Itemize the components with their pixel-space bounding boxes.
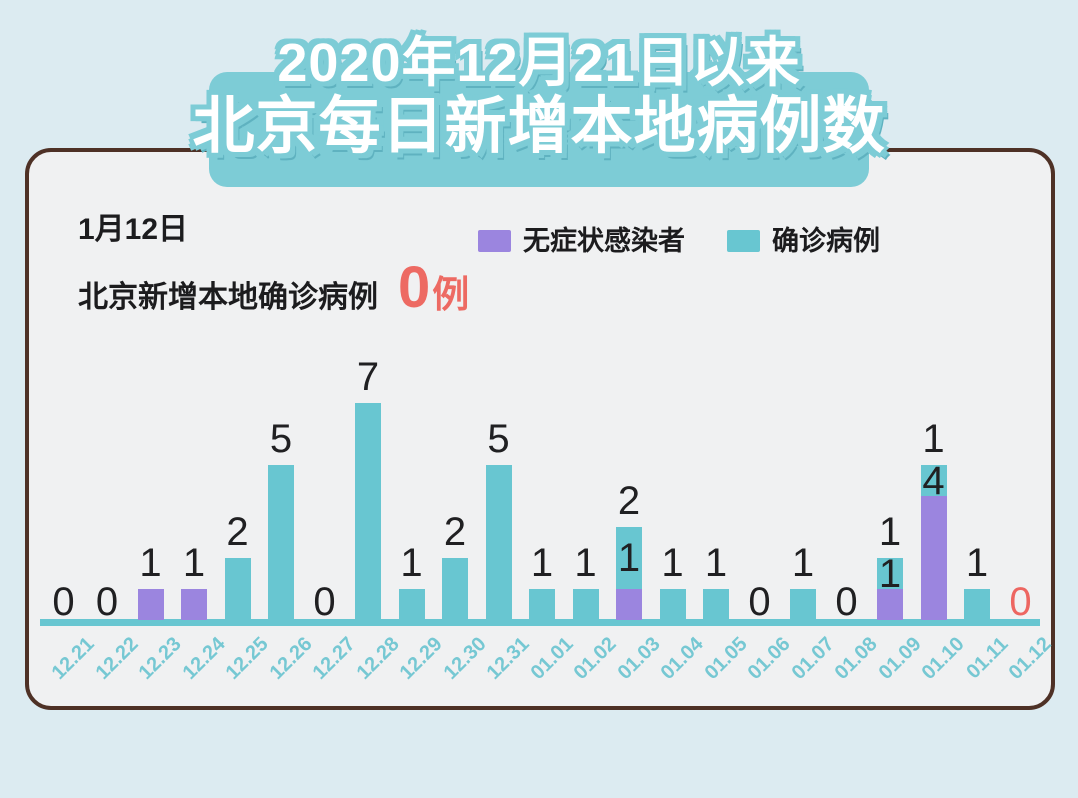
info-row: 北京新增本地确诊病例 0例 [78,254,469,321]
legend-swatch-confirmed [727,230,760,252]
legend-label-asymptomatic: 无症状感染者 [523,226,685,256]
page-title: 2020年12月21日以来 北京每日新增本地病例数 [0,34,1078,160]
title-line-1: 2020年12月21日以来 [277,33,801,93]
info-block: 1月12日 北京新增本地确诊病例 0例 [78,210,469,321]
legend-item-confirmed: 确诊病例 [727,226,880,256]
legend: 无症状感染者 确诊病例 [478,226,880,256]
info-label: 北京新增本地确诊病例 [78,281,378,314]
info-value: 0 [398,255,431,320]
legend-item-asymptomatic: 无症状感染者 [478,226,685,256]
title-line-2: 北京每日新增本地病例数 [192,92,886,161]
info-date: 1月12日 [78,213,189,246]
legend-swatch-asymptomatic [478,230,511,252]
info-unit: 例 [432,274,470,315]
legend-label-confirmed: 确诊病例 [772,226,880,256]
title-banner [209,72,869,187]
